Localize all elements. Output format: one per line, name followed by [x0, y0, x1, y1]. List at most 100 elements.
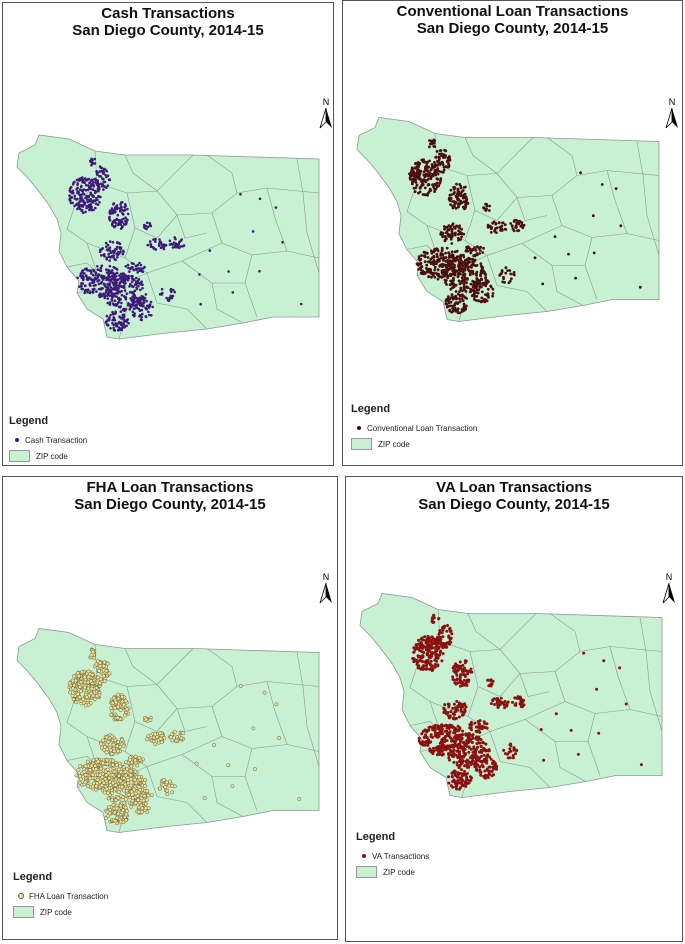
transaction-point [442, 707, 446, 711]
transaction-point [462, 195, 466, 199]
transaction-point [70, 678, 75, 683]
transaction-point [79, 178, 83, 181]
transaction-point [458, 183, 462, 186]
transaction-point [98, 201, 101, 204]
transaction-point [133, 307, 136, 310]
transaction-point [147, 310, 150, 314]
transaction-point [473, 280, 477, 284]
zip-boundary [126, 192, 178, 239]
transaction-point [411, 657, 415, 660]
transaction-point [120, 699, 125, 704]
transaction-point [469, 720, 473, 724]
transaction-point [114, 272, 117, 276]
transaction-point [73, 180, 76, 184]
transaction-point [443, 239, 447, 243]
transaction-point [503, 700, 507, 703]
transaction-point [96, 198, 99, 202]
transaction-point [451, 295, 455, 299]
transaction-point [135, 763, 140, 768]
transaction-point [465, 286, 469, 289]
transaction-point [99, 783, 104, 788]
transaction-point [453, 770, 457, 774]
transaction-point [105, 248, 109, 251]
transaction-point [497, 704, 501, 708]
transaction-point [117, 284, 120, 287]
transaction-point [460, 235, 463, 239]
transaction-point [115, 245, 119, 249]
legend-zip-label: ZIP code [383, 867, 415, 877]
transaction-point [444, 235, 447, 238]
transaction-point [464, 705, 468, 709]
zip-boundary [467, 613, 501, 650]
transaction-point [445, 283, 448, 286]
transaction-point [81, 176, 84, 179]
zip-boundary [126, 686, 178, 732]
zip-boundary [266, 187, 288, 252]
transaction-point [92, 284, 96, 287]
transaction-point [425, 270, 429, 273]
transaction-point [101, 184, 105, 187]
transaction-point [462, 678, 466, 682]
transaction-point [458, 256, 462, 260]
transaction-point [425, 263, 429, 267]
transaction-point [461, 289, 464, 293]
transaction-point [125, 324, 128, 328]
transaction-point [423, 271, 427, 275]
transaction-point [442, 273, 446, 277]
transaction-point [429, 177, 433, 180]
transaction-point [435, 181, 439, 185]
transaction-point [432, 141, 436, 145]
transaction-point [470, 734, 474, 738]
transaction-point [418, 190, 422, 194]
transaction-point [80, 282, 83, 285]
transaction-point [462, 273, 466, 277]
transaction-point [476, 745, 480, 749]
transaction-point [463, 288, 466, 291]
transaction-point [464, 773, 468, 777]
transaction-point [489, 285, 493, 289]
transaction-point [113, 319, 117, 322]
transaction-point [172, 288, 175, 292]
transaction-point [90, 183, 93, 186]
transaction-point [168, 779, 172, 784]
zip-swatch [13, 906, 34, 918]
transaction-point [110, 701, 115, 706]
transaction-point [542, 758, 546, 762]
transaction-point [479, 262, 483, 266]
transaction-point [120, 201, 123, 204]
transaction-points [67, 647, 302, 826]
transaction-point [129, 804, 134, 809]
legend: Legend Cash Transaction ZIP code [9, 415, 87, 464]
transaction-point [481, 251, 485, 254]
transaction-point [477, 724, 481, 728]
transaction-point [212, 743, 217, 748]
transaction-point [452, 702, 456, 706]
transaction-point [109, 286, 113, 289]
north-arrow: N [319, 98, 333, 134]
transaction-point [513, 703, 517, 707]
transaction-point [502, 703, 506, 707]
transaction-point [511, 700, 514, 704]
transaction-point [436, 748, 440, 752]
transaction-point [430, 163, 434, 166]
transaction-point [113, 787, 118, 792]
transaction-point [96, 675, 101, 680]
transaction-point [158, 238, 161, 241]
zip-boundary [551, 265, 584, 306]
county-map [16, 134, 320, 340]
transaction-point [452, 731, 456, 735]
transaction-point [433, 734, 437, 737]
transaction-point [445, 305, 449, 309]
transaction-point [460, 269, 463, 273]
transaction-point [444, 279, 448, 282]
transaction-point [422, 173, 426, 177]
transaction-point [84, 183, 88, 187]
transaction-point [478, 283, 482, 287]
transaction-point [70, 693, 75, 698]
transaction-point [171, 246, 175, 249]
transaction-point [112, 323, 116, 327]
transaction-point [458, 750, 462, 753]
transaction-point [442, 165, 446, 169]
transaction-point [417, 173, 420, 177]
transaction-point [133, 758, 138, 763]
